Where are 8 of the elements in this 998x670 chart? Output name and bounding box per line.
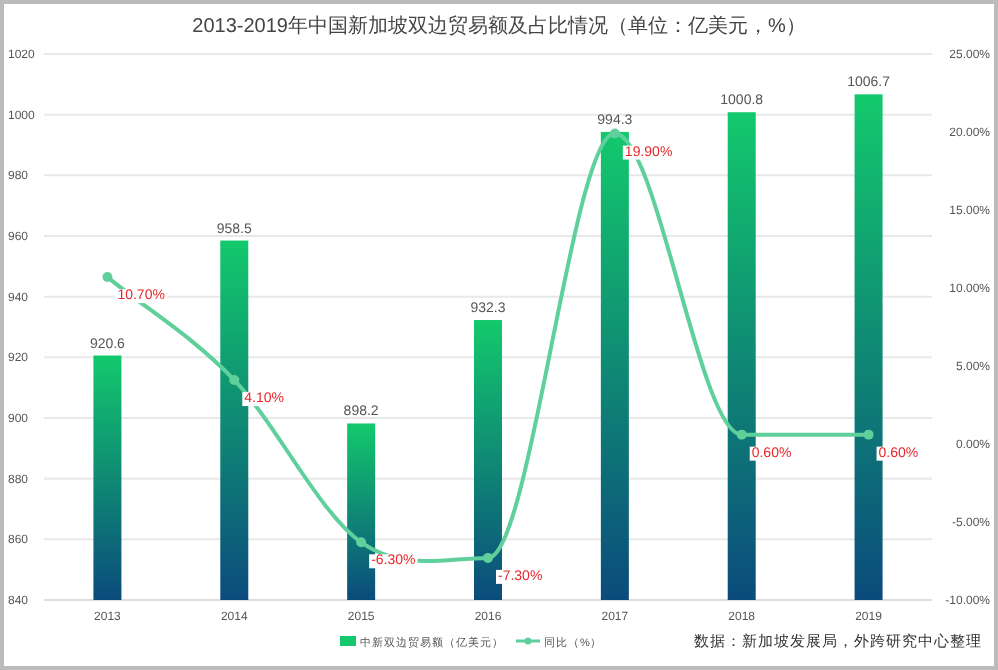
chart-title: 2013-2019年中国新加坡双边贸易额及占比情况（单位：亿美元，%） [192,14,806,38]
point [736,429,747,440]
point [229,375,240,386]
point [483,552,493,563]
point [609,128,620,139]
point [102,272,113,283]
point [356,537,367,548]
point [863,429,874,440]
